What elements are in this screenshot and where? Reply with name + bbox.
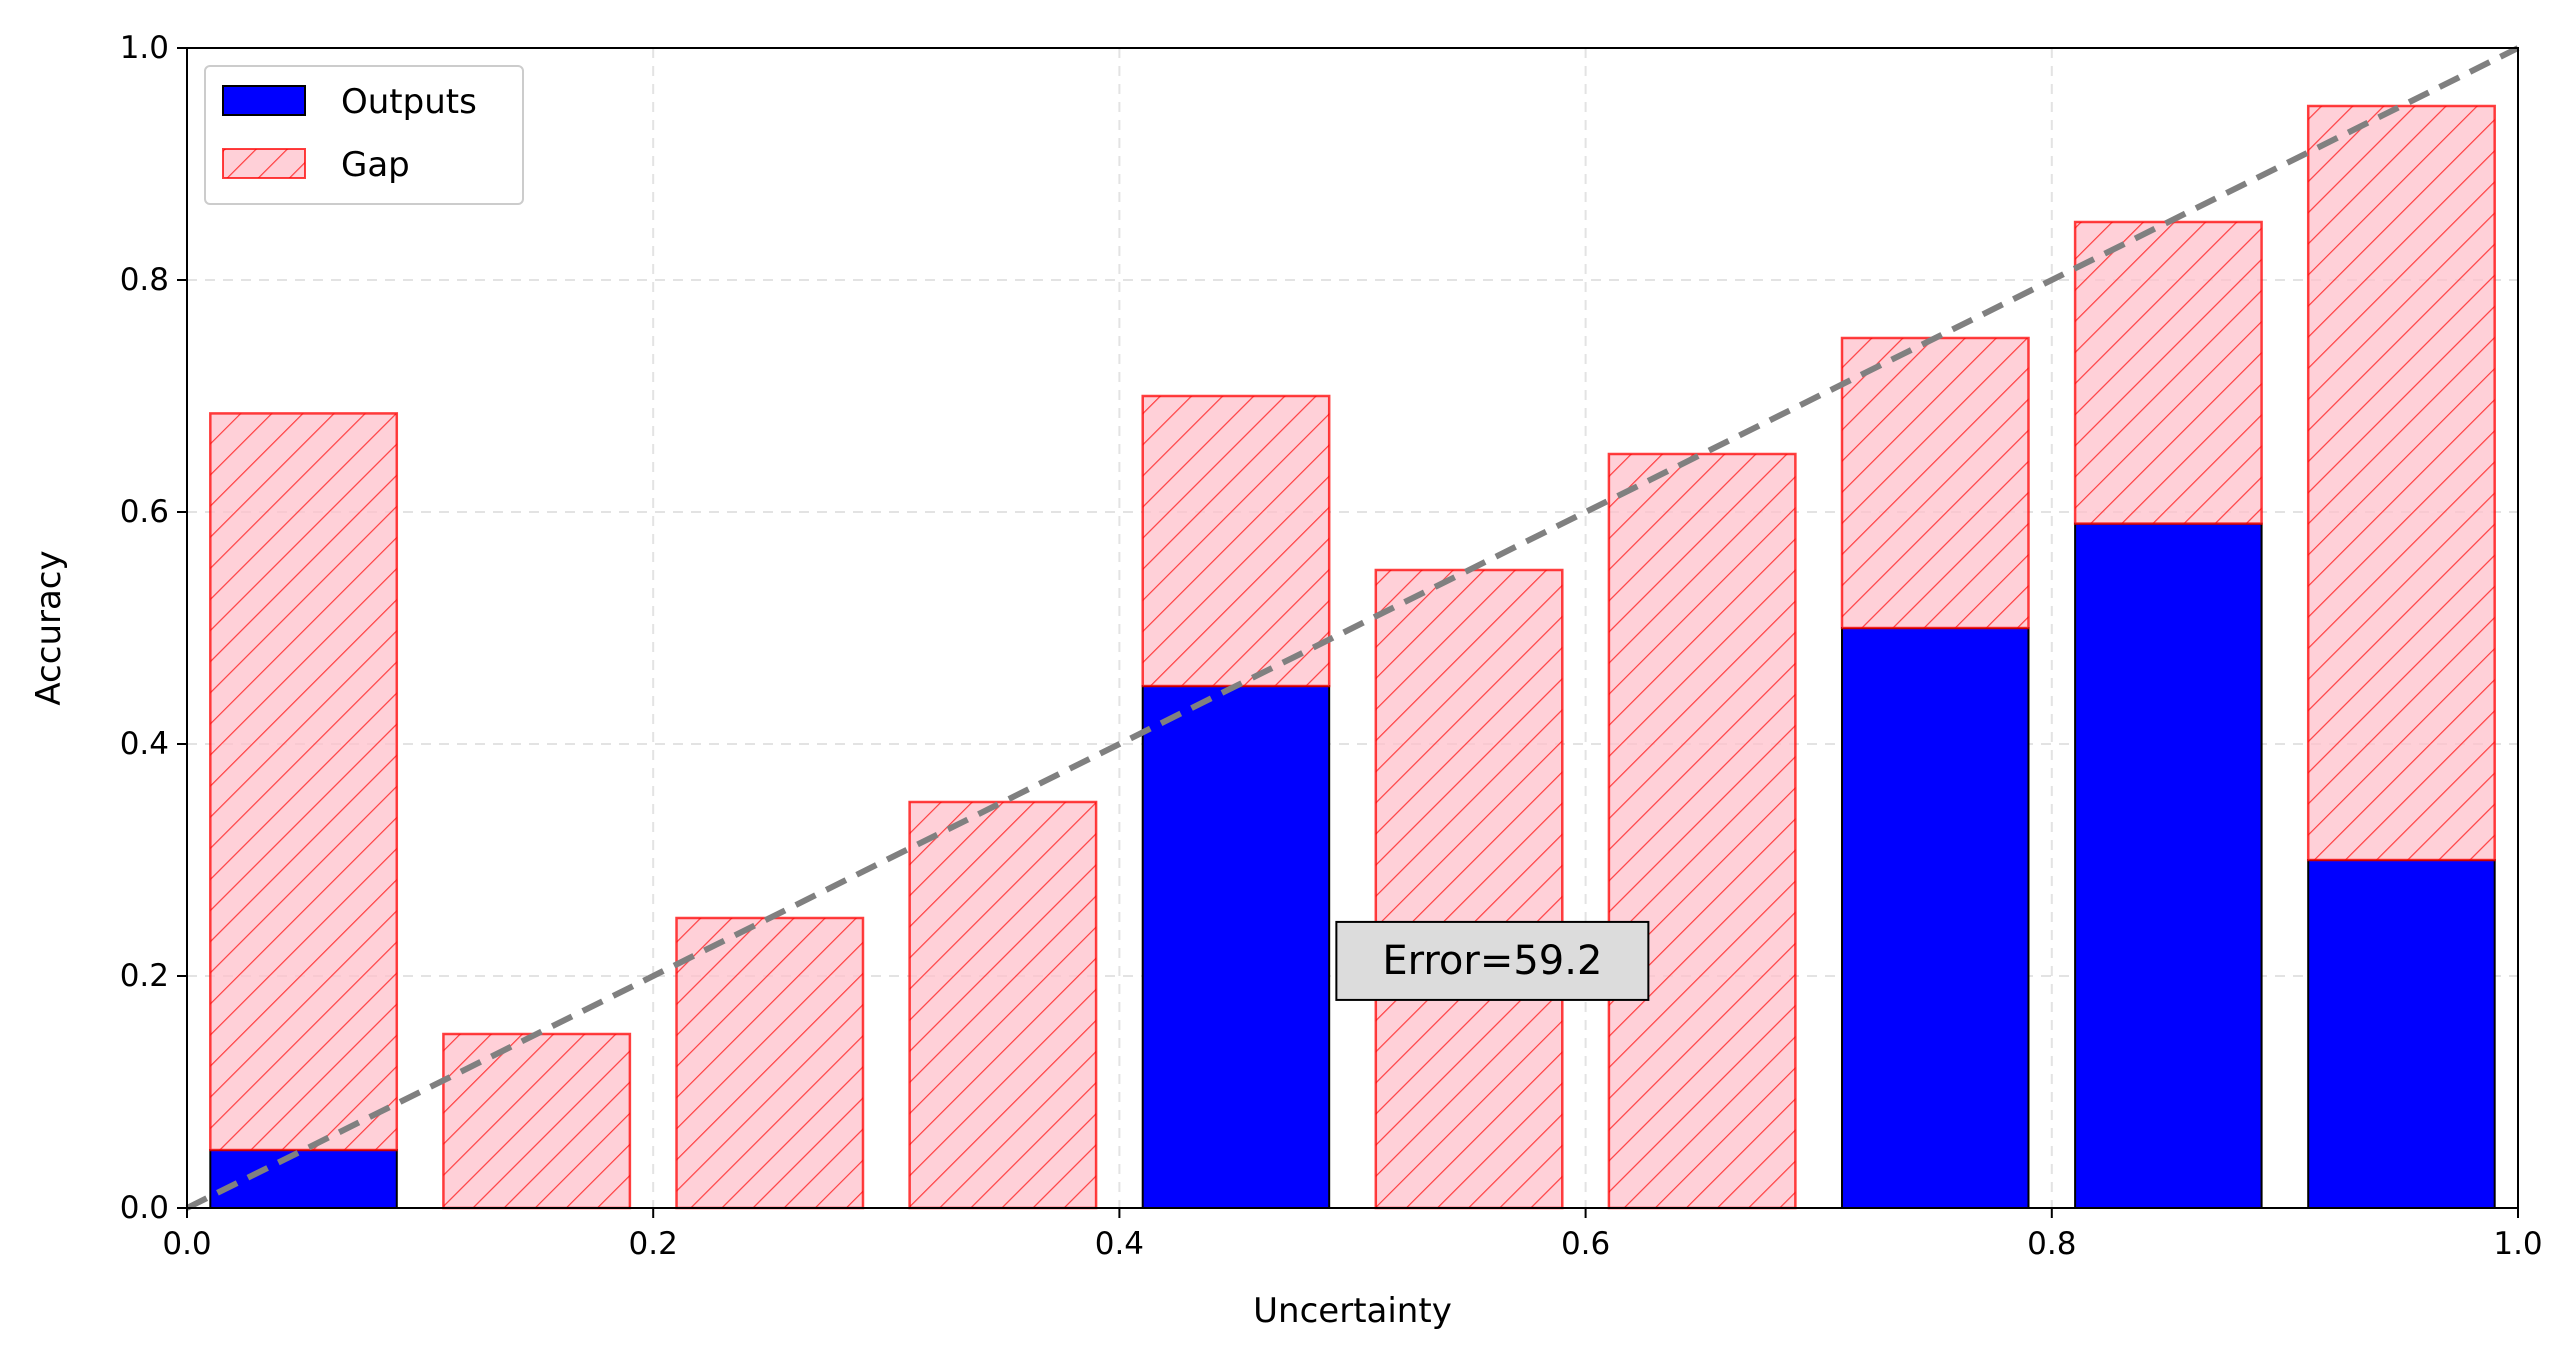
output-bar-0 (209, 1149, 398, 1209)
x-tick-label-4: 0.8 (2027, 1226, 2076, 1262)
output-bar-8 (2074, 522, 2263, 1209)
error-annotation-box (1335, 920, 1650, 1001)
x-tick-label-1: 0.2 (629, 1226, 678, 1262)
output-bar-7 (1841, 627, 2030, 1209)
plot-frame (186, 47, 2519, 1209)
legend: Outputs Gap (204, 65, 524, 205)
y-tick-label-2: 0.4 (120, 726, 169, 762)
x-tick-label-5: 1.0 (2493, 1226, 2542, 1262)
gap-bar-9 (2306, 104, 2496, 862)
bars (209, 104, 2496, 1210)
gap-bar-5 (1374, 568, 1564, 1210)
x-tick-label-0: 0.0 (162, 1226, 211, 1262)
y-tick-label-0: 0.0 (120, 1190, 169, 1226)
axis-ticks: 0.0 0.2 0.4 0.6 0.8 1.0 0.0 0.2 0.4 0.6 0.8 1.0 (120, 30, 2543, 1262)
perfect-calibration-line (185, 45, 2520, 1211)
legend-label-outputs: Outputs (341, 82, 477, 122)
x-tick-label-3: 0.6 (1561, 1226, 1610, 1262)
output-bar-9 (2307, 859, 2496, 1209)
gap-bar-6 (1607, 452, 1797, 1210)
gap-bar-3 (908, 800, 1098, 1210)
legend-label-gap: Gap (341, 145, 410, 185)
gap-bar-0 (209, 412, 399, 1152)
error-annotation-text: Error=59.2 (1382, 938, 1602, 984)
gap-bar-4 (1141, 394, 1331, 688)
output-bar-4 (1141, 685, 1331, 1209)
legend-swatch-gap-hatch (223, 149, 305, 178)
legend-swatch-outputs (222, 85, 306, 116)
gap-bar-1 (442, 1032, 632, 1210)
y-tick-label-1: 0.2 (120, 958, 169, 994)
y-tick-label-4: 0.8 (120, 262, 169, 298)
y-tick-label-3: 0.6 (120, 494, 169, 530)
error-annotation: Error=59.2 (1335, 920, 1650, 1001)
y-tick-label-5: 1.0 (120, 30, 169, 66)
x-tick-label-2: 0.4 (1095, 1226, 1144, 1262)
gap-bar-2 (675, 916, 865, 1210)
gap-bar-7 (1840, 336, 2030, 630)
y-axis-label: Accuracy (29, 550, 69, 705)
gap-bar-8 (2073, 220, 2263, 525)
diagonal-line (185, 45, 2520, 1211)
x-axis-label: Uncertainty (1253, 1291, 1452, 1331)
